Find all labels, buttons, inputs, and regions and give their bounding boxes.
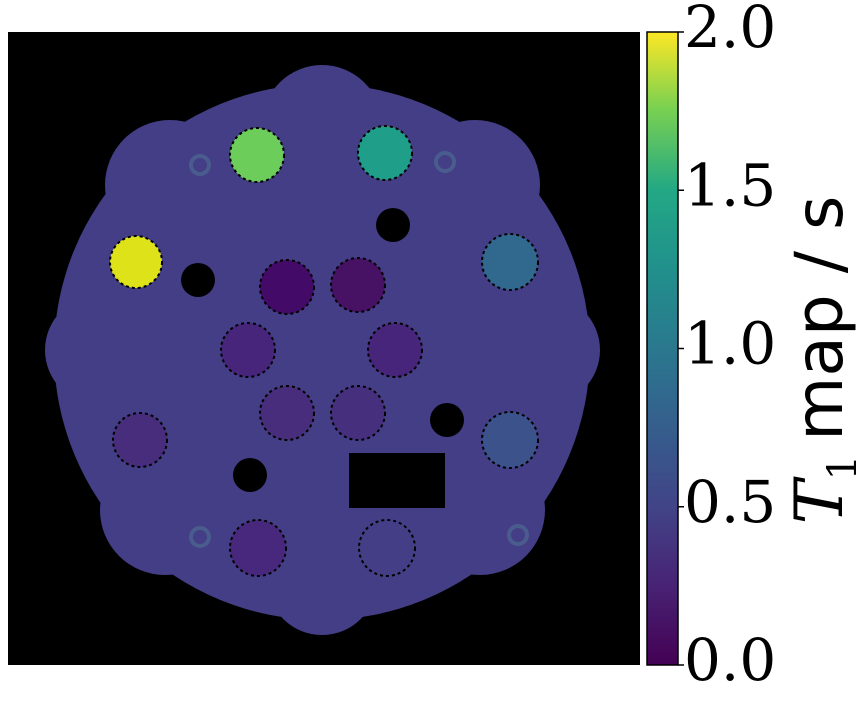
phantom-image <box>8 32 640 665</box>
tick-label: 2.0 <box>684 0 776 61</box>
label-subscript: 1 <box>820 455 866 480</box>
tick-label: 1.5 <box>684 151 776 219</box>
label-text: map / s <box>781 196 858 441</box>
colorbar-label: T1 map / s <box>781 196 866 525</box>
tick-label: 1.0 <box>684 310 776 378</box>
label-symbol: T <box>781 475 858 524</box>
colorbar <box>646 31 679 666</box>
tick-label: 0.5 <box>684 468 776 536</box>
tick-label: 0.0 <box>684 626 776 694</box>
